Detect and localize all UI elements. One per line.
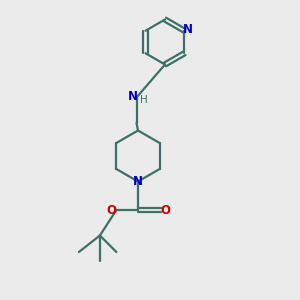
Text: O: O xyxy=(160,203,171,217)
Text: N: N xyxy=(183,23,193,36)
Text: N: N xyxy=(133,175,143,188)
Text: N: N xyxy=(128,89,138,103)
Text: O: O xyxy=(106,203,116,217)
Text: H: H xyxy=(140,95,148,105)
